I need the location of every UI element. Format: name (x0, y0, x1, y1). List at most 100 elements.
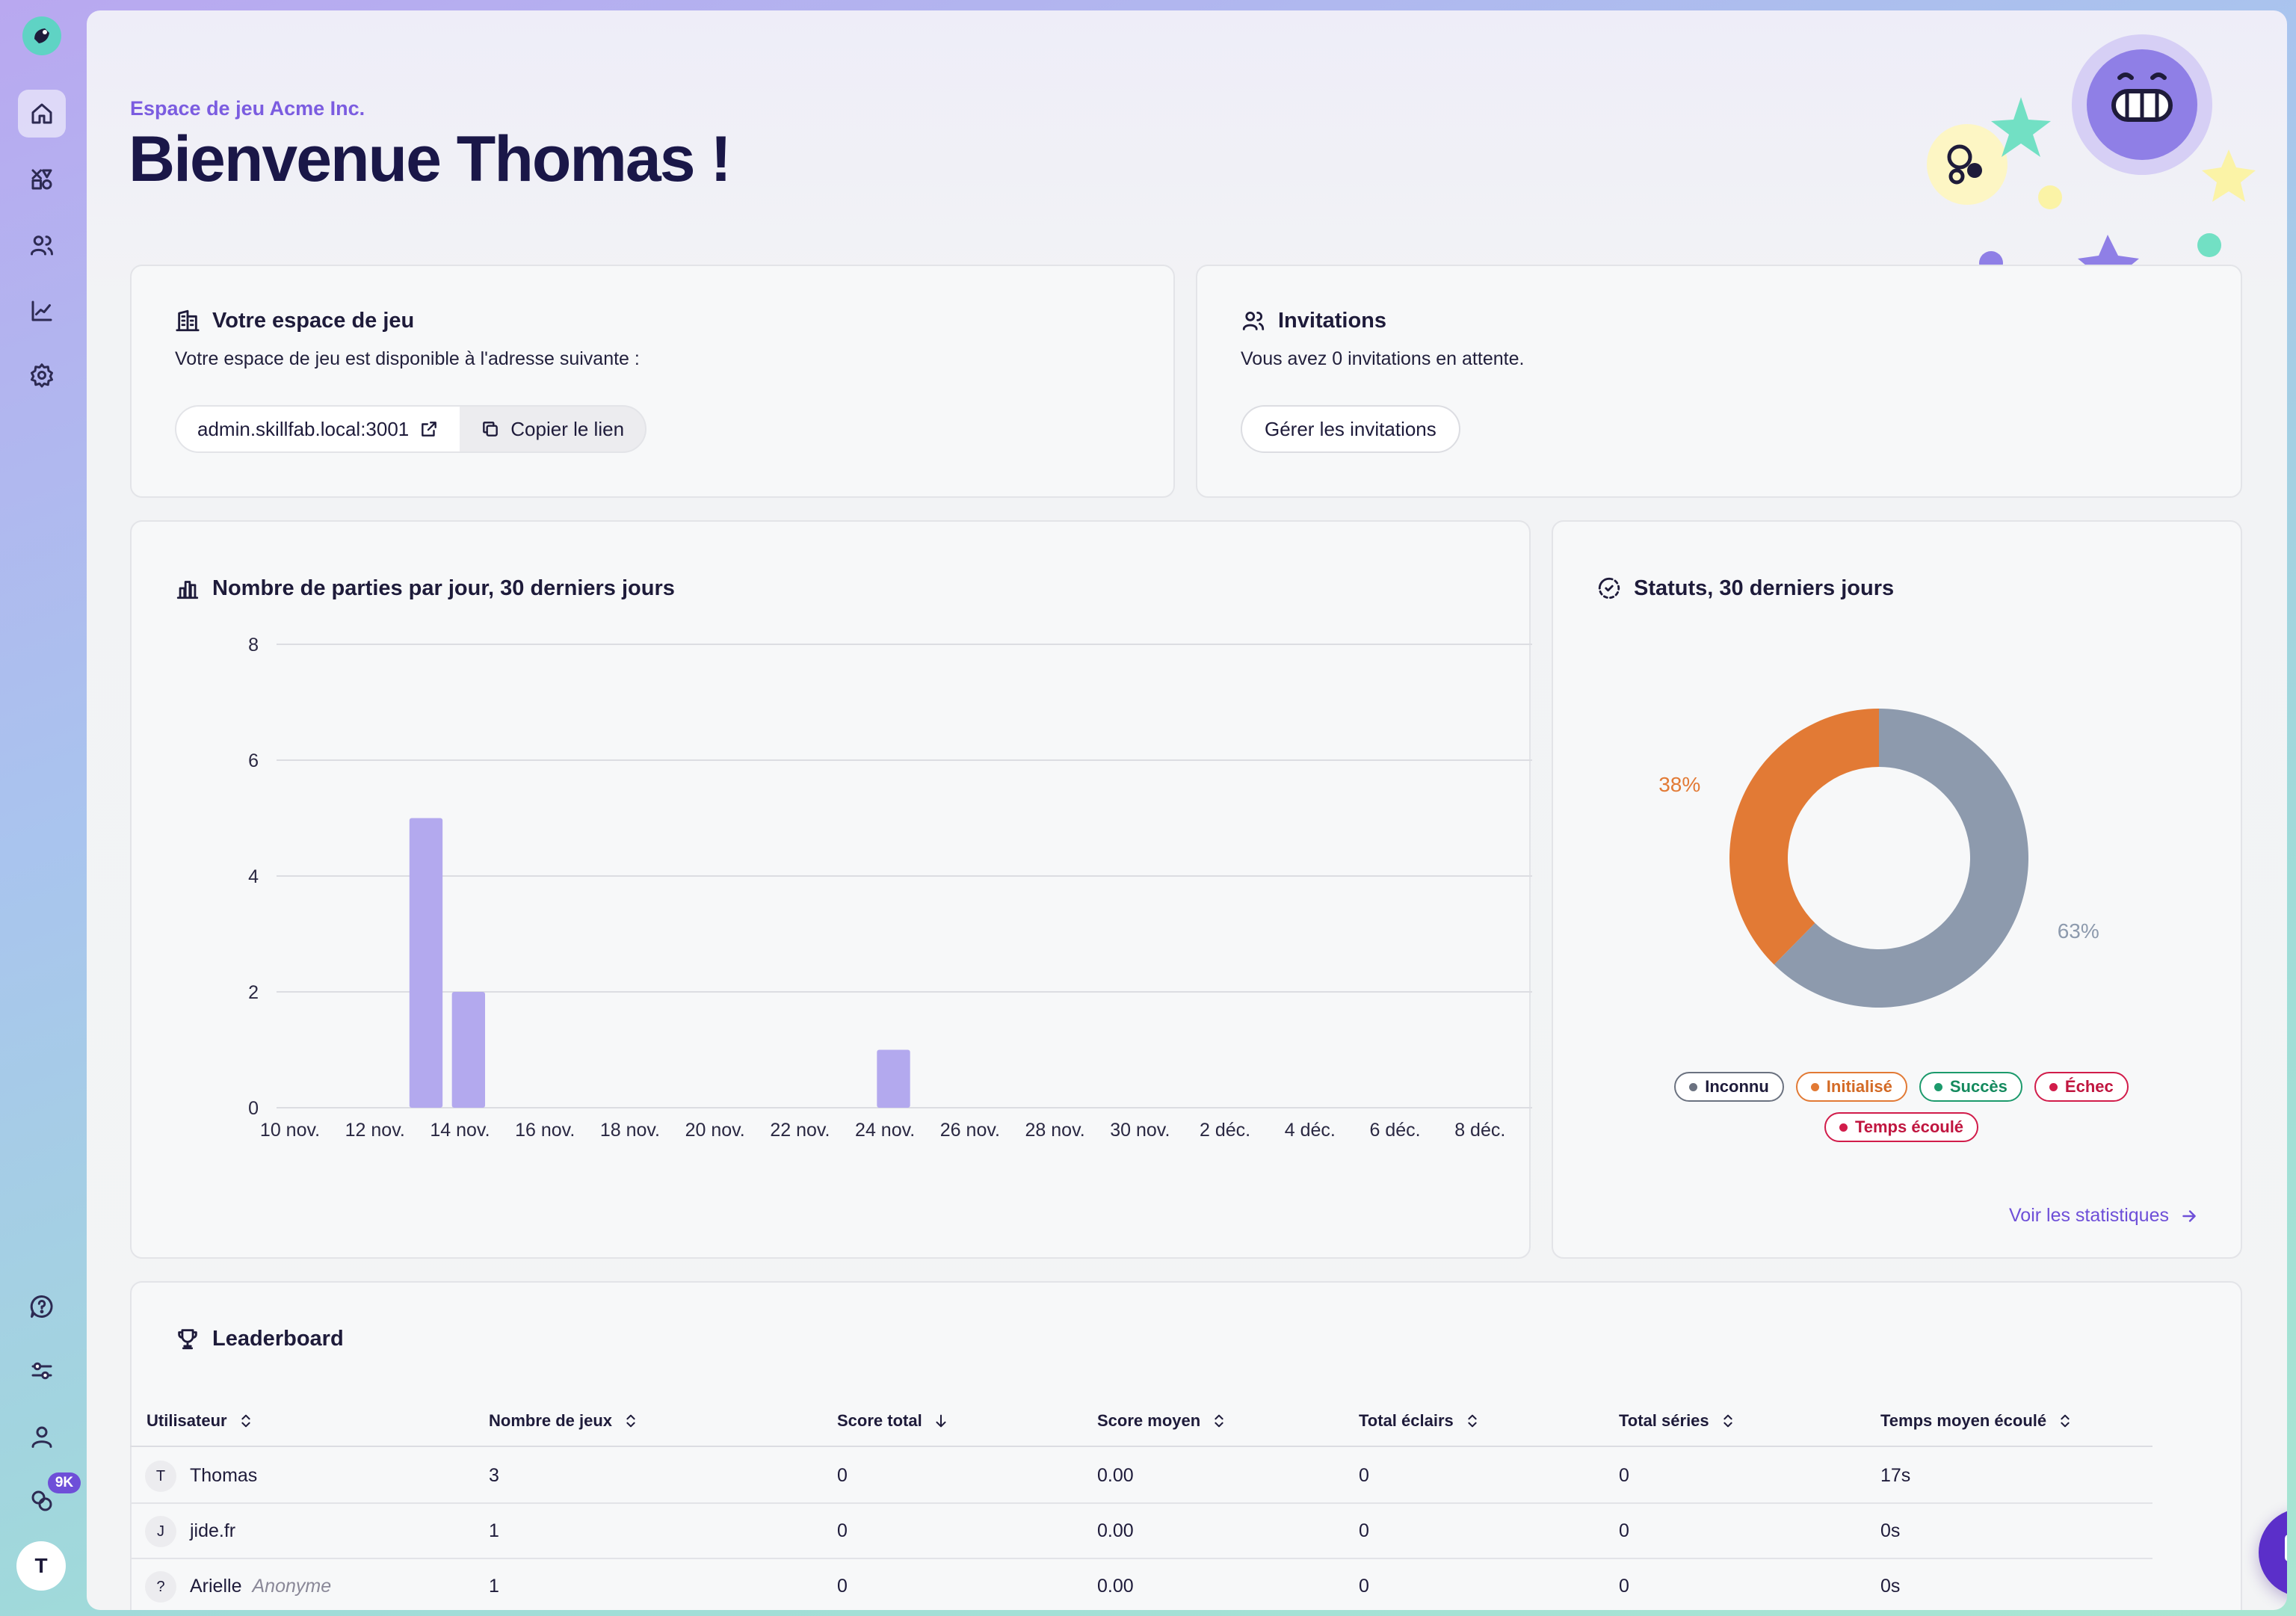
app-logo[interactable] (22, 16, 61, 55)
donut-slice[interactable] (1729, 709, 1879, 965)
table-row[interactable]: ? Arielle Anonyme 1 0 0.00 0 0 0s (130, 1559, 2152, 1610)
cell-avg-score: 0.00 (1097, 1520, 1134, 1541)
col-avg-score[interactable]: Score moyen (1097, 1411, 1227, 1431)
legend-dot (1810, 1082, 1819, 1091)
games-chart-title-text: Nombre de parties par jour, 30 derniers … (212, 576, 675, 600)
users-icon (31, 235, 53, 256)
copy-link-button[interactable]: Copier le lien (460, 407, 645, 451)
manage-invitations-button[interactable]: Gérer les invitations (1241, 405, 1460, 453)
table-row[interactable]: J jide.fr 1 0 0.00 0 0 0s (130, 1504, 2152, 1559)
y-tick-label: 8 (248, 635, 259, 656)
col-series-label: Total séries (1619, 1411, 1709, 1430)
workspace-card-title: Votre espace de jeu (175, 308, 414, 333)
col-games[interactable]: Nombre de jeux (489, 1411, 639, 1431)
cell-games: 1 (489, 1520, 499, 1541)
col-avg-score-label: Score moyen (1097, 1411, 1201, 1430)
table-row[interactable]: T Thomas 3 0 0.00 0 0 17s (130, 1449, 2152, 1504)
legend-item[interactable]: Échec (2034, 1072, 2129, 1102)
col-user[interactable]: Utilisateur (146, 1411, 254, 1431)
nav-profile[interactable] (18, 1413, 66, 1461)
col-avg-time[interactable]: Temps moyen écoulé (1880, 1411, 2073, 1431)
nav-help[interactable] (18, 1283, 66, 1330)
legend-dot (2049, 1082, 2058, 1091)
x-tick-label: 26 nov. (940, 1120, 1000, 1141)
col-user-label: Utilisateur (146, 1411, 227, 1430)
col-flash[interactable]: Total éclairs (1359, 1411, 1481, 1431)
legend-item[interactable]: Inconnu (1674, 1072, 1784, 1102)
games-chart-title: Nombre de parties par jour, 30 derniers … (175, 576, 675, 601)
sort-icon (1723, 1414, 1732, 1428)
users-icon (1242, 311, 1265, 330)
workspace-url-group: admin.skillfab.local:3001 Copier le lien (175, 405, 647, 453)
nav-analytics[interactable] (18, 287, 66, 335)
y-tick-label: 4 (248, 866, 259, 887)
nav-users[interactable] (18, 221, 66, 269)
x-tick-label: 8 déc. (1454, 1120, 1505, 1141)
y-tick-label: 2 (248, 982, 259, 1003)
bar-chart-icon (176, 581, 199, 599)
user-avatar[interactable]: T (16, 1541, 66, 1591)
cell-avg-score: 0.00 (1097, 1465, 1134, 1486)
row-avatar: T (145, 1461, 176, 1492)
user-icon (31, 1426, 52, 1448)
donut-slice-label: 38% (1658, 773, 1700, 796)
nav-settings[interactable] (18, 351, 66, 399)
sort-icon (1215, 1414, 1223, 1428)
col-series[interactable]: Total séries (1619, 1411, 1736, 1431)
copy-link-label: Copier le lien (510, 417, 625, 440)
leaderboard-title-text: Leaderboard (212, 1326, 344, 1351)
workspace-card: Votre espace de jeu Votre espace de jeu … (130, 265, 1175, 498)
cell-avg-score: 0.00 (1097, 1576, 1134, 1597)
cell-total-score: 0 (837, 1520, 848, 1541)
legend-item[interactable]: Succès (1919, 1072, 2022, 1102)
cell-games: 3 (489, 1465, 499, 1486)
col-total-score[interactable]: Score total (837, 1411, 949, 1431)
legend-item[interactable]: Temps écoulé (1824, 1112, 1979, 1142)
sort-icon (1468, 1414, 1477, 1428)
status-chart-title: Statuts, 30 derniers jours (1596, 576, 1894, 601)
invitations-title-text: Invitations (1278, 308, 1387, 333)
gear-icon (31, 363, 53, 388)
status-circle-icon (1598, 577, 1620, 599)
cell-series: 0 (1619, 1520, 1629, 1541)
legend-label: Échec (2064, 1077, 2114, 1096)
x-tick-label: 14 nov. (430, 1120, 490, 1141)
logo-icon (34, 28, 49, 43)
cell-series: 0 (1619, 1465, 1629, 1486)
legend-item[interactable]: Initialisé (1795, 1072, 1907, 1102)
cell-avg-time: 17s (1880, 1465, 1911, 1486)
chart-bar[interactable] (451, 992, 486, 1108)
games-chart-card: Nombre de parties par jour, 30 derniers … (130, 520, 1532, 1259)
nav-home[interactable] (18, 90, 66, 138)
x-tick-label: 18 nov. (600, 1120, 660, 1141)
nav-games[interactable] (18, 155, 66, 203)
legend-label: Temps écoulé (1854, 1117, 1964, 1136)
nav-preferences[interactable] (18, 1347, 66, 1395)
x-tick-label: 24 nov. (855, 1120, 915, 1141)
x-tick-label: 16 nov. (515, 1120, 575, 1141)
nav-credits[interactable] (18, 1477, 66, 1525)
legend-label: Succès (1949, 1077, 2008, 1096)
cell-avg-time: 0s (1880, 1576, 1901, 1597)
col-avg-time-label: Temps moyen écoulé (1880, 1411, 2047, 1430)
x-tick-label: 4 déc. (1285, 1120, 1336, 1141)
workspace-title-text: Votre espace de jeu (212, 308, 415, 333)
donut-slice[interactable] (1774, 709, 2028, 1008)
invitations-card: Invitations Vous avez 0 invitations en a… (1196, 265, 2242, 498)
view-stats-link[interactable]: Voir les statistiques (2009, 1205, 2199, 1227)
page-title: Bienvenue Thomas ! (129, 123, 732, 195)
cell-user-name: Arielle (190, 1576, 242, 1597)
apps-icon (31, 169, 52, 190)
sort-icon (2061, 1414, 2070, 1428)
x-tick-label: 6 déc. (1369, 1120, 1420, 1141)
status-chart-title-text: Statuts, 30 derniers jours (1634, 576, 1895, 600)
chart-bar[interactable] (409, 818, 443, 1108)
chart-bar[interactable] (877, 1049, 910, 1108)
y-tick-label: 0 (248, 1098, 259, 1119)
leaderboard-title: Leaderboard (175, 1326, 344, 1351)
chat-button[interactable] (2259, 1508, 2287, 1597)
y-tick-label: 6 (248, 750, 259, 771)
legend-label: Inconnu (1705, 1077, 1769, 1096)
workspace-url-link[interactable]: admin.skillfab.local:3001 (176, 407, 460, 451)
cell-games: 1 (489, 1576, 499, 1597)
